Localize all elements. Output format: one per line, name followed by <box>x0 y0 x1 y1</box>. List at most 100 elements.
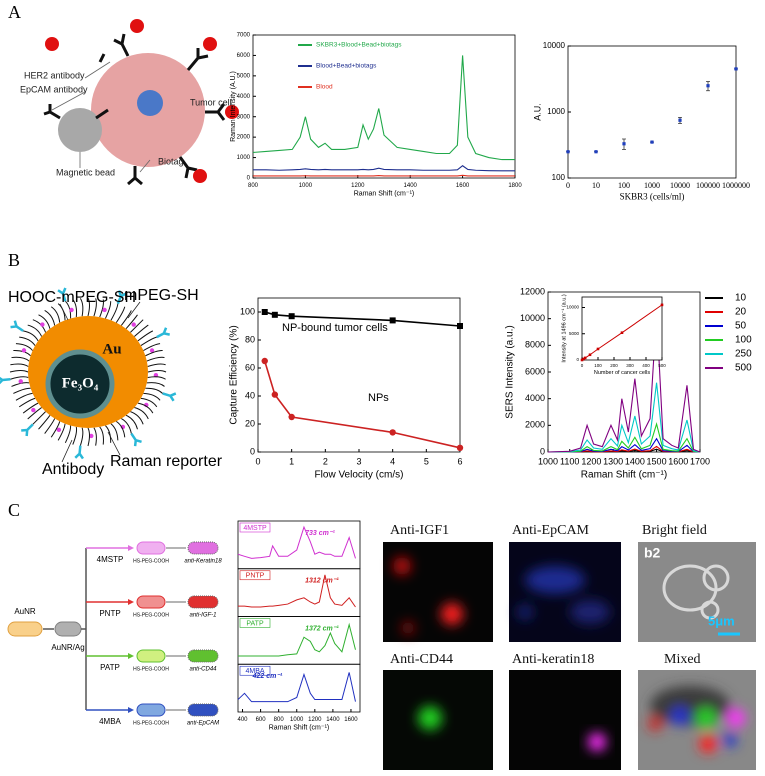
ligand <box>38 314 51 329</box>
ligand <box>13 387 31 394</box>
series-line <box>547 382 701 453</box>
point <box>734 67 738 71</box>
ligand <box>87 427 90 447</box>
image-tile <box>509 670 621 770</box>
reporter <box>89 433 94 439</box>
series-line <box>253 165 515 172</box>
ligand <box>72 299 78 318</box>
point <box>622 142 626 146</box>
cells <box>662 564 730 620</box>
panel-labels: A B C <box>8 2 21 520</box>
y-tick-label: 12000 <box>520 286 545 296</box>
y-axis-label: Raman Intensity (A.U.) <box>230 71 237 142</box>
series-line <box>547 311 701 453</box>
reporter-label: 4MBA <box>99 717 121 726</box>
image-labels: Anti-IGF1 Anti-EpCAM Bright field Anti-C… <box>390 523 707 667</box>
ligand <box>99 426 104 445</box>
ligand <box>72 426 78 445</box>
x-tick-label: 5 <box>424 456 429 466</box>
legend-label: 250 <box>735 349 752 360</box>
series-line <box>252 55 515 161</box>
x-tick-label: 1400 <box>625 456 645 466</box>
aunr-pill <box>7 621 43 637</box>
ligand <box>134 324 149 337</box>
image-label: Anti-IGF1 <box>390 523 449 538</box>
ligand <box>18 397 36 408</box>
spot <box>570 600 610 624</box>
ligand <box>44 418 56 434</box>
image-tile <box>638 542 756 642</box>
x-tick-label: 10 <box>592 181 600 190</box>
y-tick-label: 6000 <box>525 366 545 376</box>
point <box>582 357 585 361</box>
point <box>650 140 654 144</box>
point <box>261 309 268 315</box>
linker-label: HS-PEG-COOH <box>133 558 169 564</box>
label: Magnetic bead <box>56 167 115 177</box>
ligand <box>44 310 56 326</box>
ligand <box>10 376 29 380</box>
y-tick-label: 2000 <box>525 420 545 430</box>
ligand <box>140 336 157 347</box>
x-tick-label: 1400 <box>404 183 418 189</box>
y-tick-label: 80 <box>245 334 255 344</box>
y-tick-label: 5000 <box>237 73 251 79</box>
spot <box>441 603 463 625</box>
x-tick-label: 300 <box>626 363 634 368</box>
particle <box>187 541 219 555</box>
ligand <box>10 363 29 367</box>
ligand <box>22 402 39 414</box>
antibody <box>10 320 24 332</box>
y-tick-label: 10000 <box>543 41 566 50</box>
ligand <box>57 423 66 441</box>
y-tick-label: 0 <box>247 176 251 182</box>
ligand <box>23 330 39 342</box>
reporter <box>149 348 155 353</box>
legend-box <box>239 570 271 581</box>
antibody <box>186 48 209 71</box>
legend-label: PATP <box>246 620 264 627</box>
biotag <box>203 37 217 51</box>
legend-label: 10 <box>735 293 747 304</box>
reporter-label: PATP <box>100 663 120 672</box>
leader <box>59 303 69 321</box>
ligand <box>11 356 30 362</box>
x-tick-label: 800 <box>248 183 259 189</box>
x-axis-label: Raman Shift (cm⁻¹) <box>354 191 414 198</box>
arrow-head <box>128 707 134 713</box>
reporter <box>31 407 36 413</box>
x-tick-label: 1200 <box>308 717 322 723</box>
x-tick-label: 10000 <box>670 181 690 190</box>
point <box>457 323 463 329</box>
point <box>588 353 592 357</box>
ligand <box>137 330 154 342</box>
reporter <box>18 379 23 384</box>
annotation: NP-bound tumor cells <box>282 322 388 334</box>
fluorescence <box>393 557 463 635</box>
ligand <box>50 306 61 323</box>
ligand <box>110 303 119 321</box>
panel-label: C <box>8 500 20 520</box>
diagram-a: HER2 antibody EpCAM antibody Tumor cell … <box>20 19 239 186</box>
reporter-label: 4MSTP <box>97 555 124 564</box>
legend-label: SKBR3+Blood+Bead+biotags <box>316 42 402 49</box>
linker-label: HS-PEG-COOH <box>133 612 169 618</box>
point <box>660 303 664 307</box>
ligand <box>27 324 43 337</box>
arrow-head <box>128 545 134 551</box>
plot-frame <box>237 663 361 713</box>
reporter <box>131 322 136 327</box>
ligand <box>104 301 112 319</box>
diagram-c: AuNR AuNR/Ag 4MSTP HS-PEG-COOH anti-Kerati… <box>7 541 222 727</box>
ligand <box>19 336 36 346</box>
cell <box>662 564 718 612</box>
microscopy: Anti-IGF1 Anti-EpCAM Bright field Anti-C… <box>383 523 756 770</box>
particle <box>136 703 166 717</box>
peak-annotation: 422 cm⁻¹ <box>252 673 283 680</box>
antibody <box>127 166 143 186</box>
arrow-head <box>128 653 134 659</box>
point <box>389 317 396 324</box>
image-label: Anti-EpCAM <box>512 523 590 538</box>
x-tick-label: 400 <box>238 717 249 723</box>
